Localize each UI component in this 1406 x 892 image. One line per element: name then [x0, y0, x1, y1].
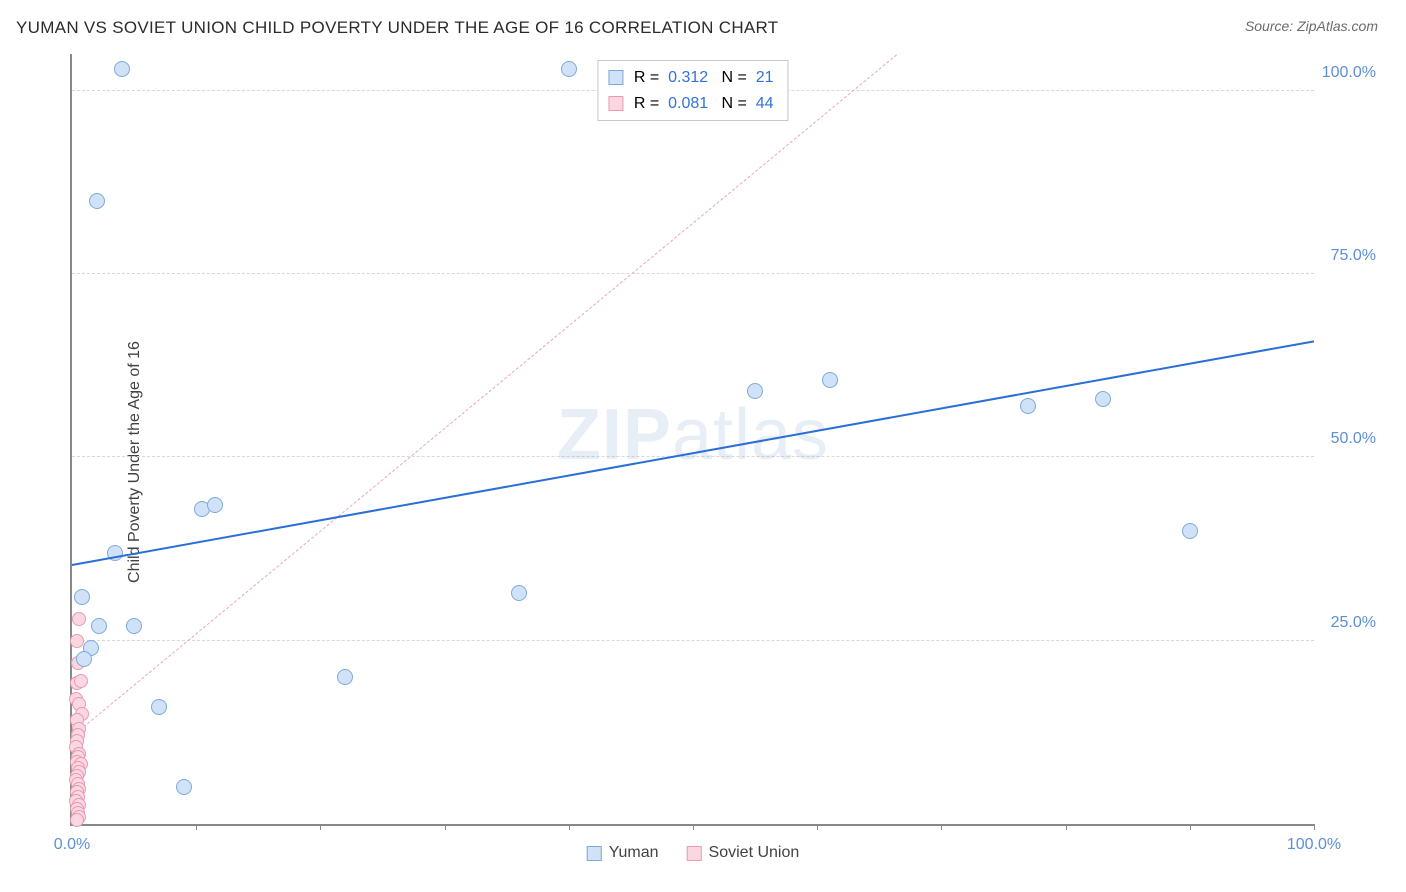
x-tick — [196, 824, 197, 830]
correlation-legend: R = 0.312 N = 21 R = 0.081 N = 44 — [597, 60, 788, 121]
yuman-point — [91, 618, 107, 634]
yuman-point — [76, 651, 92, 667]
x-tick — [1190, 824, 1191, 830]
yuman-point — [1095, 391, 1111, 407]
yuman-point — [176, 779, 192, 795]
legend-swatch — [687, 846, 702, 861]
x-max-label: 100.0% — [1287, 836, 1341, 854]
y-tick-label: 25.0% — [1331, 614, 1376, 632]
yuman-point — [114, 61, 130, 77]
yuman-point — [822, 372, 838, 388]
yuman-point — [747, 383, 763, 399]
gridline — [72, 640, 1314, 641]
legend-swatch — [587, 846, 602, 861]
y-tick-label: 50.0% — [1331, 430, 1376, 448]
x-tick — [1314, 824, 1315, 830]
x-tick — [1066, 824, 1067, 830]
series-legend: Yuman Soviet Union — [587, 844, 800, 862]
plot-area: ZIPatlas R = 0.312 N = 21 R = 0.081 N = … — [70, 54, 1314, 826]
yuman-point — [89, 193, 105, 209]
x-tick — [817, 824, 818, 830]
series-legend-item: Soviet Union — [687, 844, 800, 862]
chart-source: Source: ZipAtlas.com — [1245, 18, 1378, 34]
yuman-point — [511, 585, 527, 601]
legend-row: R = 0.312 N = 21 — [608, 65, 773, 91]
yuman-point — [126, 618, 142, 634]
yuman-point — [337, 669, 353, 685]
legend-row: R = 0.081 N = 44 — [608, 91, 773, 117]
legend-label: Soviet Union — [709, 844, 800, 862]
x-tick — [941, 824, 942, 830]
series-legend-item: Yuman — [587, 844, 659, 862]
x-tick — [569, 824, 570, 830]
gridline — [72, 456, 1314, 457]
soviet-point — [70, 813, 84, 827]
yuman-point — [207, 497, 223, 513]
yuman-point — [74, 589, 90, 605]
yuman-point — [561, 61, 577, 77]
chart-area: Child Poverty Under the Age of 16 ZIPatl… — [18, 50, 1382, 874]
soviet-point — [72, 612, 86, 626]
x-min-label: 0.0% — [54, 836, 90, 854]
legend-swatch — [608, 70, 623, 85]
trend-line — [72, 340, 1314, 566]
yuman-point — [1182, 523, 1198, 539]
legend-text: R = 0.312 N = 21 — [629, 65, 773, 91]
legend-swatch — [608, 96, 623, 111]
x-tick — [320, 824, 321, 830]
legend-text: R = 0.081 N = 44 — [629, 91, 773, 117]
x-tick — [445, 824, 446, 830]
soviet-point — [74, 674, 88, 688]
yuman-point — [151, 699, 167, 715]
gridline — [72, 273, 1314, 274]
y-tick-label: 75.0% — [1331, 247, 1376, 265]
chart-title: YUMAN VS SOVIET UNION CHILD POVERTY UNDE… — [16, 18, 779, 38]
trend-line — [72, 54, 898, 737]
yuman-point — [1020, 398, 1036, 414]
legend-label: Yuman — [609, 844, 659, 862]
y-tick-label: 100.0% — [1322, 64, 1376, 82]
x-tick — [693, 824, 694, 830]
